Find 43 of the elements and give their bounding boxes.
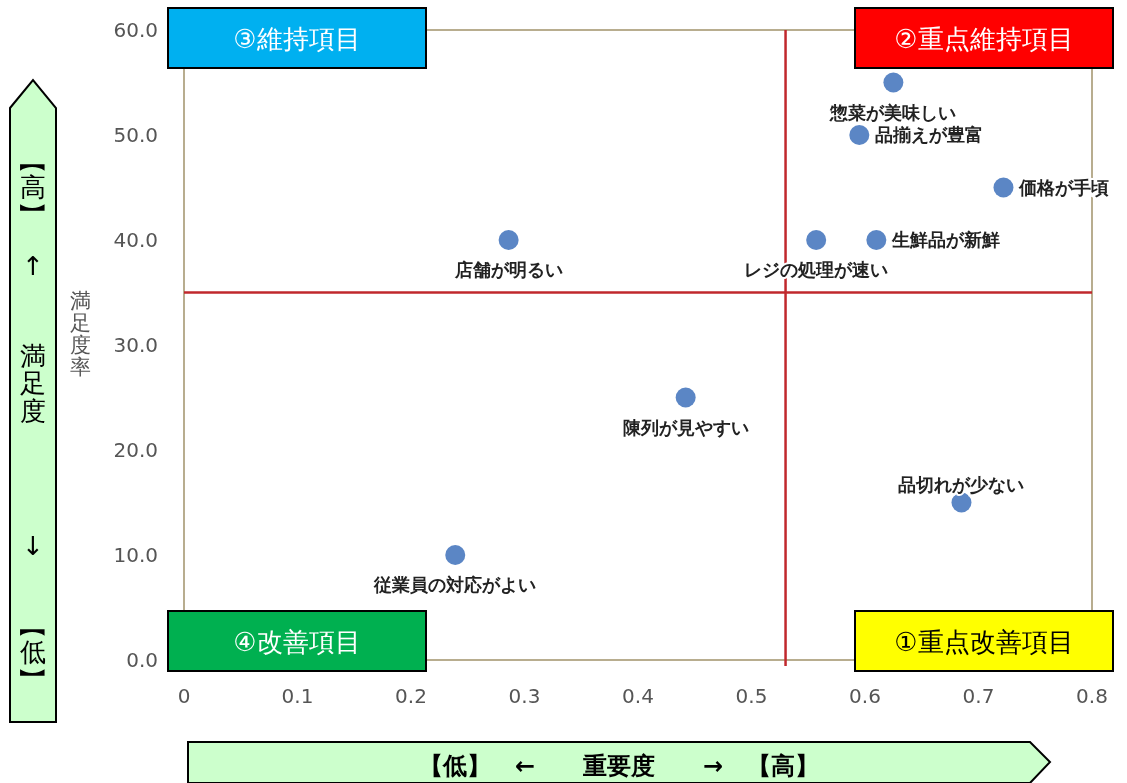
x-tick-label: 0.1 (281, 684, 314, 708)
point (675, 387, 696, 408)
annotation: 生鮮品が新鮮 (891, 229, 1001, 250)
x-tick-label: 0.3 (508, 684, 541, 708)
point (498, 230, 519, 250)
y-tick-label: 30.0 (113, 333, 158, 357)
text: 満足度 (20, 341, 46, 426)
annotation: ②重点維持項目 (894, 24, 1074, 54)
annotation: ①重点改善項目 (894, 627, 1074, 657)
annotation: 店舗が明るい (453, 259, 563, 280)
y-axis-title: 満足度率 (69, 289, 91, 380)
y-tick-label: 20.0 (113, 438, 158, 462)
y-tick-label: 40.0 (113, 228, 158, 252)
x-tick-label: 0.6 (849, 684, 881, 708)
annotation: ③維持項目 (233, 24, 361, 54)
y-tick-label: 50.0 (113, 123, 158, 147)
annotation: ④改善項目 (233, 627, 361, 657)
y-tick-label: 0.0 (126, 648, 158, 672)
y-tick-label: 10.0 (113, 543, 158, 567)
x-tick-label: 0.8 (1076, 684, 1108, 708)
annotation: 品切れが少ない (898, 473, 1025, 495)
annotation: 陳列が見やすい (622, 416, 749, 438)
text: ↑ (22, 251, 44, 281)
x-tick-label: 0.2 (395, 684, 427, 708)
point (883, 72, 904, 93)
annotation: 惣菜が美味しい (829, 101, 957, 123)
x-axis-title: 【低】 ← 重要度 → 【高】 (418, 752, 820, 780)
point (445, 545, 466, 565)
point (849, 125, 870, 145)
text: 【低】 (17, 612, 48, 693)
text: 【高】 (17, 147, 48, 228)
x-tick-label: 0.4 (622, 684, 654, 708)
text: ↓ (22, 531, 44, 561)
annotation: 従業員の対応がよい (373, 574, 537, 595)
point (993, 177, 1014, 198)
point (806, 230, 827, 250)
y-tick-label: 60.0 (113, 18, 158, 42)
point (866, 230, 887, 250)
x-tick-label: 0.7 (962, 684, 995, 708)
annotation: 価格が手頃 (1018, 176, 1110, 198)
annotation: 品揃えが豊富 (875, 124, 984, 145)
x-tick-label: 0 (177, 684, 191, 708)
x-tick-label: 0.5 (735, 684, 768, 708)
